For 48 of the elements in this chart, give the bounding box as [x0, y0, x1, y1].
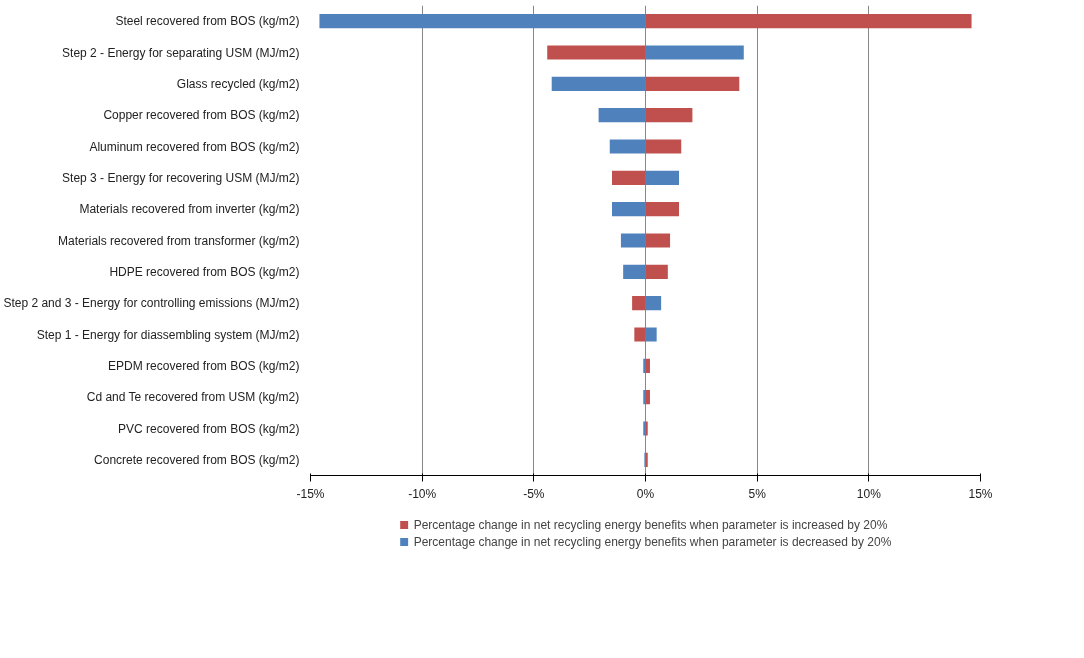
y-tick-label: Cd and Te recovered from USM (kg/m2): [86, 390, 300, 405]
bar: [634, 327, 646, 342]
bar: [547, 45, 646, 60]
y-tick-label: Concrete recovered from BOS (kg/m2): [94, 452, 300, 467]
bar: [645, 14, 972, 29]
bar: [551, 76, 646, 91]
y-tick-label: Copper recovered from BOS (kg/m2): [103, 108, 300, 123]
bar: [645, 170, 679, 185]
y-tick-label: EPDM recovered from BOS (kg/m2): [108, 358, 300, 373]
bar: [612, 202, 646, 217]
bar: [643, 358, 646, 373]
bar: [645, 264, 668, 279]
y-tick-label: Glass recycled (kg/m2): [176, 76, 300, 91]
x-tick-label: 15%: [968, 486, 993, 501]
y-tick-label: Materials recovered from inverter (kg/m2): [79, 202, 300, 217]
bar: [623, 264, 646, 279]
bar: [319, 14, 646, 29]
y-tick-label: Materials recovered from transformer (kg/m2): [58, 233, 300, 248]
bar: [643, 390, 646, 405]
bar: [645, 139, 682, 154]
bar: [612, 170, 646, 185]
bar: [645, 202, 679, 217]
x-tick-label: -15%: [296, 486, 325, 501]
x-tick-label: 5%: [748, 486, 767, 501]
x-tick-label: 10%: [856, 486, 882, 501]
y-tick-label: Step 2 and 3 - Energy for controlling emissions (MJ/m2): [3, 296, 300, 311]
bar: [645, 327, 657, 342]
legend-label: Percentage change in net recycling energy benefits when parameter is increased by 20%: [413, 517, 888, 532]
bar: [620, 233, 646, 248]
bar: [598, 108, 646, 123]
x-tick-label: 0%: [636, 486, 655, 501]
x-tick-label: -5%: [523, 486, 545, 501]
bar: [645, 108, 693, 123]
y-tick-label: HDPE recovered from BOS (kg/m2): [109, 264, 300, 279]
y-tick-label: Aluminum recovered from BOS (kg/m2): [89, 139, 300, 154]
bar: [632, 296, 646, 311]
legend-label: Percentage change in net recycling energy benefits when parameter is decreased by 20%: [413, 534, 892, 549]
y-tick-label: Step 3 - Energy for recovering USM (MJ/m2): [62, 170, 300, 185]
bar: [609, 139, 646, 154]
y-tick-label: Steel recovered from BOS (kg/m2): [115, 14, 300, 29]
bar: [645, 296, 662, 311]
y-tick-label: Step 1 - Energy for diassembling system (MJ/m2): [36, 327, 300, 342]
bar: [645, 45, 744, 60]
bar: [645, 76, 740, 91]
x-tick-label: -10%: [408, 486, 437, 501]
y-tick-label: PVC recovered from BOS (kg/m2): [118, 421, 300, 436]
bar: [645, 233, 671, 248]
y-tick-label: Step 2 - Energy for separating USM (MJ/m2): [62, 45, 300, 60]
